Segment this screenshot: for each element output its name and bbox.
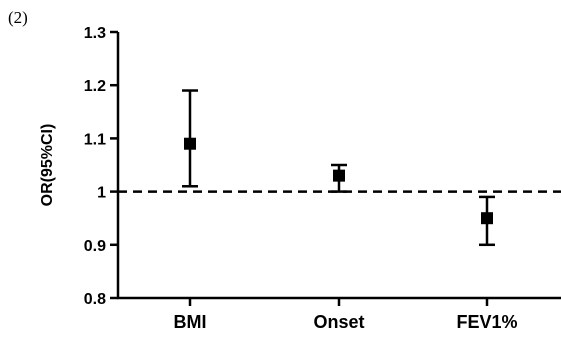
y-tick-label: 1	[97, 185, 106, 202]
x-tick-label: FEV1%	[456, 312, 517, 332]
x-tick-label: BMI	[174, 312, 207, 332]
point-marker	[184, 137, 196, 150]
data-marks	[182, 89, 495, 247]
y-ticks: 0.8 0.9 1 1.1 1.2 1.3	[84, 25, 118, 308]
panel-label: (2)	[8, 8, 28, 27]
y-tick-label: 1.1	[84, 131, 106, 148]
x-ticks: BMI Onset FEV1%	[174, 298, 518, 332]
y-tick-label: 1.3	[84, 25, 106, 42]
y-tick-label: 1.2	[84, 78, 106, 95]
point-marker	[333, 169, 345, 182]
x-tick-label: Onset	[313, 312, 364, 332]
y-tick-label: 0.8	[84, 291, 106, 308]
point-marker	[481, 212, 493, 225]
y-tick-label: 0.9	[84, 238, 106, 255]
y-axis-title: OR(95%CI)	[39, 124, 56, 207]
